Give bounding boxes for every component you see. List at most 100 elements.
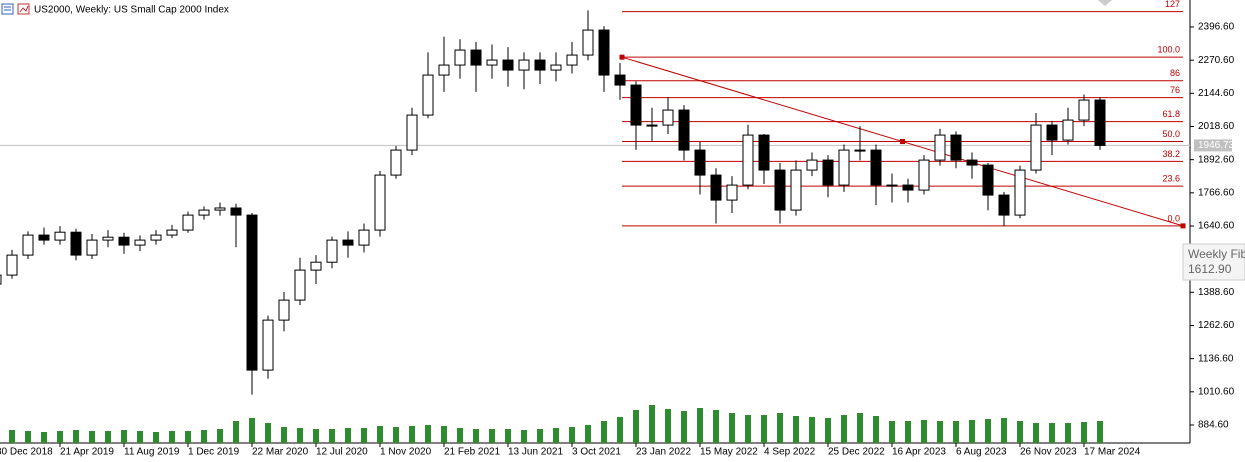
candle-body (1062, 119, 1074, 141)
candle-body (134, 239, 146, 246)
candle-body (422, 74, 434, 116)
y-tick-label: 2396.60 (1198, 22, 1235, 33)
candle-body (742, 134, 754, 186)
volume-bar (89, 431, 95, 443)
volume-bar (825, 418, 831, 443)
candle-body (806, 159, 818, 171)
volume-bar (377, 426, 383, 443)
volume-bar (137, 431, 143, 443)
candle-body (1030, 124, 1042, 171)
candle-body (502, 59, 514, 71)
volume-bar (601, 421, 607, 443)
candle-body (70, 231, 82, 256)
volume-bar (681, 411, 687, 443)
x-tick-label: 4 Sep 2022 (764, 447, 816, 458)
volume-bar (41, 432, 47, 443)
candle-body (150, 234, 162, 241)
volume-bar (1033, 423, 1039, 443)
candle-body (1014, 169, 1026, 216)
volume-bar (233, 421, 239, 443)
volume-bar (937, 421, 943, 443)
y-tick-label: 1136.60 (1198, 353, 1234, 364)
candle-body (294, 269, 306, 301)
x-tick-label: 17 Mar 2024 (1084, 447, 1141, 458)
volume-bar (633, 410, 639, 443)
volume-bar (201, 430, 207, 443)
x-tick-label: 26 Nov 2023 (1020, 447, 1077, 458)
candle-body (678, 109, 690, 151)
volume-bar (105, 431, 111, 443)
candle-body (22, 234, 34, 256)
volume-bar (697, 408, 703, 443)
y-tick-label: 884.60 (1198, 420, 1229, 431)
y-tick-label: 2270.60 (1198, 55, 1235, 66)
volume-bar (521, 430, 527, 443)
candle-body (0, 274, 2, 285)
y-tick-label: 1262.60 (1198, 320, 1235, 331)
candle-body (454, 49, 466, 66)
candle-body (630, 84, 642, 126)
candle-body (694, 149, 706, 176)
volume-bar (1097, 421, 1103, 443)
candle-body (934, 134, 946, 161)
candle-body (438, 64, 450, 76)
current-price-label: 1946.73 (1198, 140, 1235, 151)
volume-bar (441, 426, 447, 443)
candle-body (870, 149, 882, 186)
volume-bar (1017, 421, 1023, 443)
candle-body (470, 49, 482, 66)
volume-bar (537, 429, 543, 443)
fib-level-label: 76 (1170, 85, 1180, 95)
candle-body (614, 74, 626, 86)
x-tick-label: 1 Dec 2019 (188, 447, 240, 458)
y-tick-label: 1010.60 (1198, 386, 1235, 397)
icon (1, 3, 14, 15)
volume-bar (665, 409, 671, 443)
candle-body (278, 299, 290, 321)
candle-body (982, 164, 994, 196)
volume-bar (185, 431, 191, 443)
volume-bar (265, 423, 271, 443)
fib-level-label: 0.0 (1167, 213, 1180, 223)
candle-body (1094, 99, 1106, 146)
candle-body (854, 149, 866, 152)
tooltip-box (1182, 243, 1245, 281)
fib-anchor (1180, 223, 1186, 229)
volume-bar (777, 413, 783, 443)
candle-body (726, 184, 738, 201)
candle-body (790, 169, 802, 211)
chart-title: US2000, Weekly: US Small Cap 2000 Index (34, 5, 229, 16)
volume-bar (57, 431, 63, 443)
fib-level-label: 23.6 (1162, 173, 1180, 183)
volume-bar (729, 413, 735, 443)
x-tick-label: 15 May 2022 (700, 447, 758, 458)
candle-body (6, 254, 18, 276)
x-tick-label: 1 Nov 2020 (380, 447, 432, 458)
volume-bar (649, 405, 655, 443)
candle-body (838, 149, 850, 186)
volume-bar (393, 427, 399, 443)
x-tick-label: 11 Aug 2019 (124, 447, 180, 458)
candle-body (486, 59, 498, 66)
y-tick-label: 1388.60 (1198, 287, 1235, 298)
candle-body (646, 124, 658, 127)
candle-body (38, 234, 50, 241)
current-price-box (1194, 139, 1232, 152)
x-tick-label: 22 Mar 2020 (252, 447, 309, 458)
candle-body (886, 184, 898, 187)
tooltip-value: 1612.90 (1188, 262, 1232, 276)
candle-body (902, 184, 914, 191)
volume-bar (553, 428, 559, 443)
volume-bar (745, 415, 751, 443)
candle-body (54, 231, 66, 241)
fib-level-label: 38.2 (1162, 149, 1180, 159)
y-tick-label: 1892.60 (1198, 154, 1235, 165)
volume-bar (313, 429, 319, 443)
y-tick-label: 1766.60 (1198, 187, 1235, 198)
volume-bar (409, 426, 415, 443)
volume-bar (121, 430, 127, 443)
volume-bar (985, 419, 991, 443)
volume-bar (249, 418, 255, 443)
volume-bar (809, 417, 815, 443)
